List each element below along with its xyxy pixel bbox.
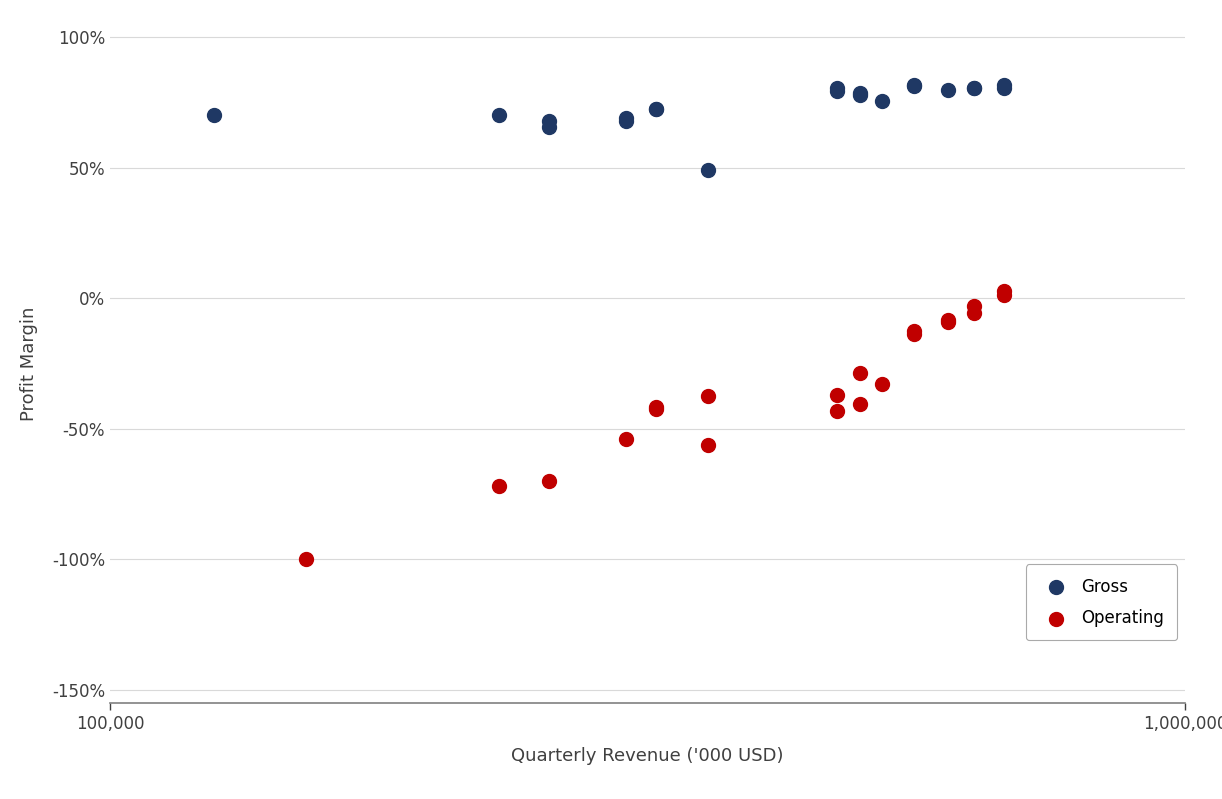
Operating — [851, 366, 870, 379]
Operating — [937, 313, 957, 326]
Operating — [993, 288, 1013, 301]
Gross — [539, 121, 558, 133]
Operating — [827, 404, 847, 417]
Gross — [851, 89, 870, 101]
Operating — [539, 475, 558, 487]
Gross — [489, 109, 508, 121]
Operating — [489, 480, 508, 493]
Legend: Gross, Operating: Gross, Operating — [1025, 564, 1177, 641]
Operating — [964, 306, 984, 319]
Operating — [904, 324, 924, 337]
Operating — [904, 327, 924, 340]
Gross — [646, 102, 666, 115]
Gross — [204, 109, 224, 121]
Gross — [699, 164, 719, 177]
Operating — [646, 400, 666, 413]
Y-axis label: Profit Margin: Profit Margin — [20, 306, 38, 421]
X-axis label: Quarterly Revenue ('000 USD): Quarterly Revenue ('000 USD) — [512, 747, 783, 765]
Gross — [851, 86, 870, 99]
Gross — [964, 82, 984, 95]
Operating — [296, 553, 315, 566]
Operating — [699, 438, 719, 451]
Gross — [904, 78, 924, 91]
Gross — [993, 82, 1013, 95]
Operating — [937, 316, 957, 328]
Gross — [616, 112, 635, 125]
Gross — [827, 82, 847, 95]
Gross — [873, 94, 892, 107]
Gross — [964, 82, 984, 95]
Operating — [827, 388, 847, 401]
Operating — [646, 403, 666, 415]
Operating — [699, 390, 719, 403]
Gross — [993, 78, 1013, 91]
Operating — [873, 378, 892, 391]
Gross — [827, 85, 847, 97]
Gross — [937, 84, 957, 97]
Gross — [539, 115, 558, 128]
Gross — [904, 80, 924, 93]
Operating — [993, 284, 1013, 297]
Gross — [646, 102, 666, 115]
Operating — [964, 300, 984, 312]
Operating — [851, 398, 870, 411]
Gross — [616, 114, 635, 127]
Operating — [616, 433, 635, 446]
